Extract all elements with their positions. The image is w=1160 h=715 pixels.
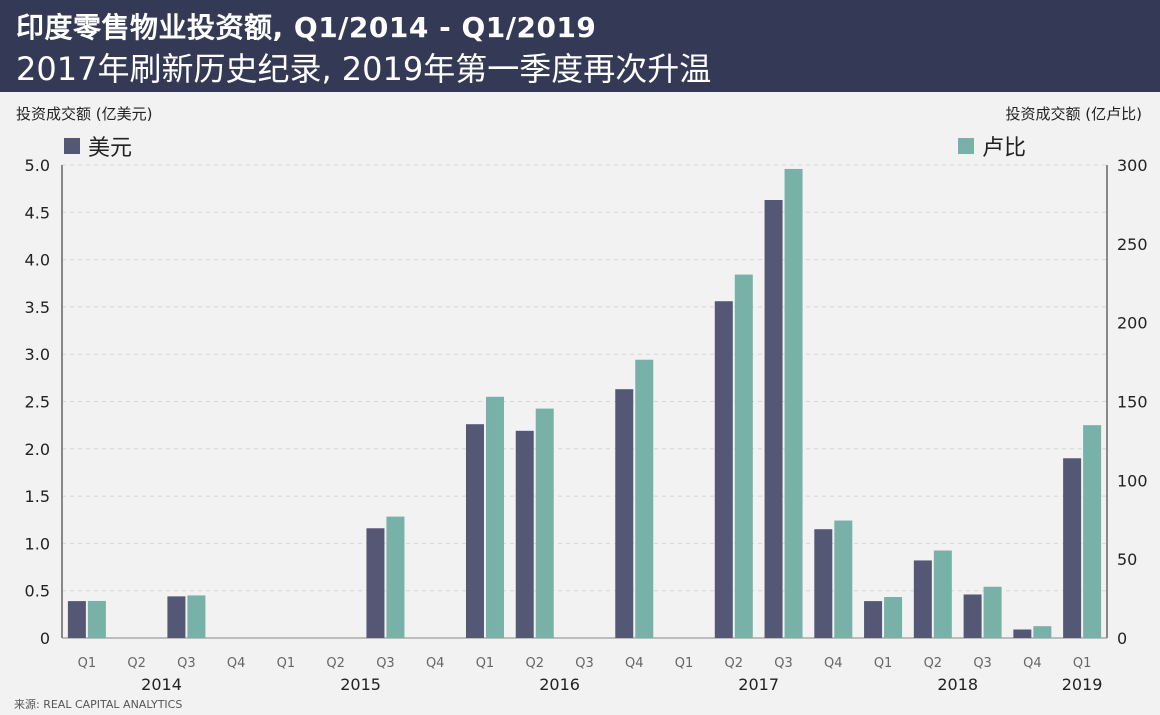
bar-inr (485, 396, 504, 638)
left-tick-label: 1.5 (25, 487, 50, 506)
bar-usd (67, 601, 86, 638)
legend-inr-label: 卢比 (982, 136, 1027, 161)
left-tick-label: 3.5 (25, 298, 50, 317)
x-tick-label: Q1 (476, 656, 495, 671)
x-tick-label: Q4 (227, 656, 246, 671)
legend-usd: 美元 (64, 130, 132, 162)
left-tick-label: 1.0 (25, 534, 50, 553)
left-tick-label: 5.0 (25, 156, 50, 175)
bar-usd (465, 424, 484, 638)
bar-inr (983, 586, 1002, 638)
bar-usd (864, 601, 883, 638)
legend-usd-label: 美元 (88, 136, 133, 161)
year-label: 2018 (937, 675, 978, 694)
bar-usd (615, 389, 634, 638)
left-tick-label: 0 (40, 629, 50, 648)
left-tick-label: 3.0 (25, 345, 50, 364)
bar-usd (366, 528, 385, 638)
bar-inr (784, 168, 803, 639)
x-tick-label: Q1 (675, 656, 694, 671)
bar-inr (535, 408, 554, 638)
x-tick-label: Q3 (376, 656, 395, 671)
x-tick-label: Q4 (824, 656, 843, 671)
left-tick-label: 4.0 (25, 251, 50, 270)
legend-usd-swatch (64, 138, 80, 154)
year-label: 2017 (738, 675, 779, 694)
bar-usd (1013, 629, 1032, 638)
chart-header: 印度零售物业投资额, Q1/2014 - Q1/2019 2017年刷新历史纪录… (0, 0, 1160, 92)
x-tick-label: Q1 (874, 656, 893, 671)
x-tick-label: Q3 (575, 656, 594, 671)
year-label: 2014 (141, 675, 182, 694)
right-axis-title: 投资成交额 (亿卢比) (1005, 105, 1142, 123)
right-tick-label: 250 (1117, 235, 1148, 254)
chart-subtitle: 2017年刷新历史纪录, 2019年第一季度再次升温 (16, 50, 712, 88)
year-label: 2016 (539, 675, 580, 694)
x-tick-label: Q3 (177, 656, 196, 671)
bar-inr (1083, 425, 1102, 638)
x-tick-label: Q1 (277, 656, 296, 671)
right-tick-label: 200 (1117, 314, 1148, 333)
year-label: 2015 (340, 675, 381, 694)
left-tick-label: 0.5 (25, 582, 50, 601)
bar-inr (734, 274, 753, 638)
legend-inr-swatch (958, 138, 974, 154)
x-tick-label: Q2 (725, 656, 744, 671)
right-tick-label: 100 (1117, 471, 1148, 490)
legend-inr: 卢比 (958, 130, 1026, 162)
bar-usd (913, 560, 932, 638)
right-tick-label: 0 (1117, 629, 1127, 648)
bar-usd (167, 596, 186, 638)
left-tick-label: 2.0 (25, 440, 50, 459)
x-tick-label: Q3 (973, 656, 992, 671)
right-tick-label: 50 (1117, 550, 1137, 569)
x-tick-label: Q2 (924, 656, 943, 671)
bar-inr (1033, 626, 1052, 638)
chart-title: 印度零售物业投资额, Q1/2014 - Q1/2019 (16, 11, 597, 44)
x-tick-label: Q3 (774, 656, 793, 671)
year-label: 2019 (1062, 675, 1103, 694)
right-tick-label: 300 (1117, 156, 1148, 175)
bar-usd (963, 594, 982, 638)
x-tick-label: Q2 (127, 656, 146, 671)
bar-inr (635, 359, 654, 638)
x-tick-label: Q1 (78, 656, 97, 671)
bar-inr (884, 597, 903, 638)
x-tick-label: Q2 (326, 656, 345, 671)
bar-inr (87, 600, 106, 638)
bar-usd (714, 301, 733, 638)
bar-inr (187, 595, 206, 638)
x-tick-label: Q1 (1073, 656, 1092, 671)
bar-usd (764, 200, 783, 638)
bar-inr (834, 520, 853, 638)
bar-usd (515, 430, 534, 638)
bar-usd (1063, 458, 1082, 638)
x-tick-label: Q4 (426, 656, 445, 671)
x-tick-label: Q4 (1023, 656, 1042, 671)
source-note: 来源: REAL CAPITAL ANALYTICS (14, 698, 183, 711)
bar-inr (386, 516, 405, 638)
left-axis-title: 投资成交额 (亿美元) (16, 105, 153, 123)
x-tick-label: Q4 (625, 656, 644, 671)
x-tick-label: Q2 (525, 656, 544, 671)
left-tick-label: 4.5 (25, 203, 50, 222)
right-tick-label: 150 (1117, 393, 1148, 412)
left-tick-label: 2.5 (25, 393, 50, 412)
bar-inr (933, 550, 952, 638)
bar-usd (814, 529, 833, 638)
